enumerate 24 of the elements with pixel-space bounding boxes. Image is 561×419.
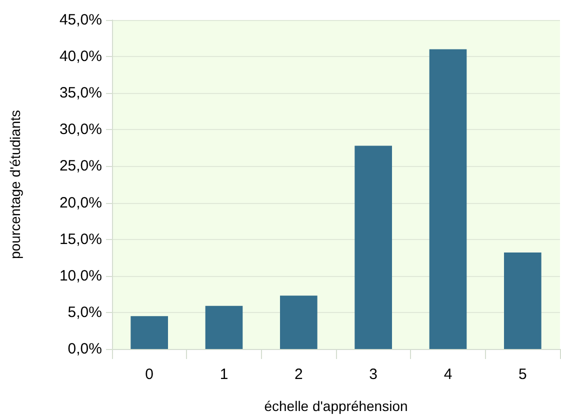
y-tick-label: 15,0%	[59, 230, 102, 248]
y-tick-label: 35,0%	[59, 84, 102, 102]
y-axis-title: pourcentage d'étudiants	[7, 110, 23, 260]
x-tick-label: 2	[294, 366, 303, 383]
bar	[205, 306, 243, 349]
y-tick-label: 25,0%	[59, 158, 102, 175]
y-tick-label: 0,0%	[68, 340, 102, 358]
x-tick-label: 5	[518, 366, 527, 383]
bar	[130, 316, 168, 349]
bar	[280, 296, 318, 349]
y-tick-label: 5,0%	[68, 304, 102, 321]
x-tick-label: 1	[220, 366, 228, 383]
y-tick-label: 30,0%	[59, 121, 102, 138]
y-tick-label: 40,0%	[59, 48, 102, 66]
bar	[354, 146, 392, 349]
bar	[429, 49, 467, 349]
y-tick-label: 45,0%	[59, 12, 102, 28]
bar	[504, 252, 542, 349]
x-tick-label: 3	[369, 366, 378, 383]
y-tick-label: 10,0%	[59, 267, 102, 284]
x-axis-title: échelle d'appréhension	[264, 398, 408, 414]
x-tick-label: 4	[444, 366, 452, 383]
y-tick-label: 20,0%	[59, 194, 102, 212]
x-tick-label: 0	[145, 366, 154, 383]
